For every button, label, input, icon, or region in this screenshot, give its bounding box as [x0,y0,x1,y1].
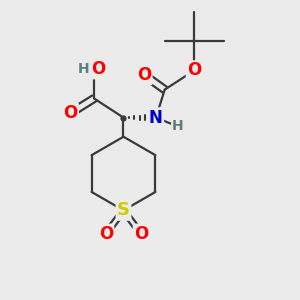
Text: H: H [78,62,90,76]
Text: H: H [172,119,184,134]
Text: O: O [137,66,151,84]
Text: O: O [187,61,201,80]
Text: O: O [91,60,106,78]
Text: O: O [99,225,113,243]
Text: O: O [63,104,78,122]
Text: O: O [134,225,148,243]
Text: S: S [117,201,130,219]
Text: N: N [149,109,163,127]
